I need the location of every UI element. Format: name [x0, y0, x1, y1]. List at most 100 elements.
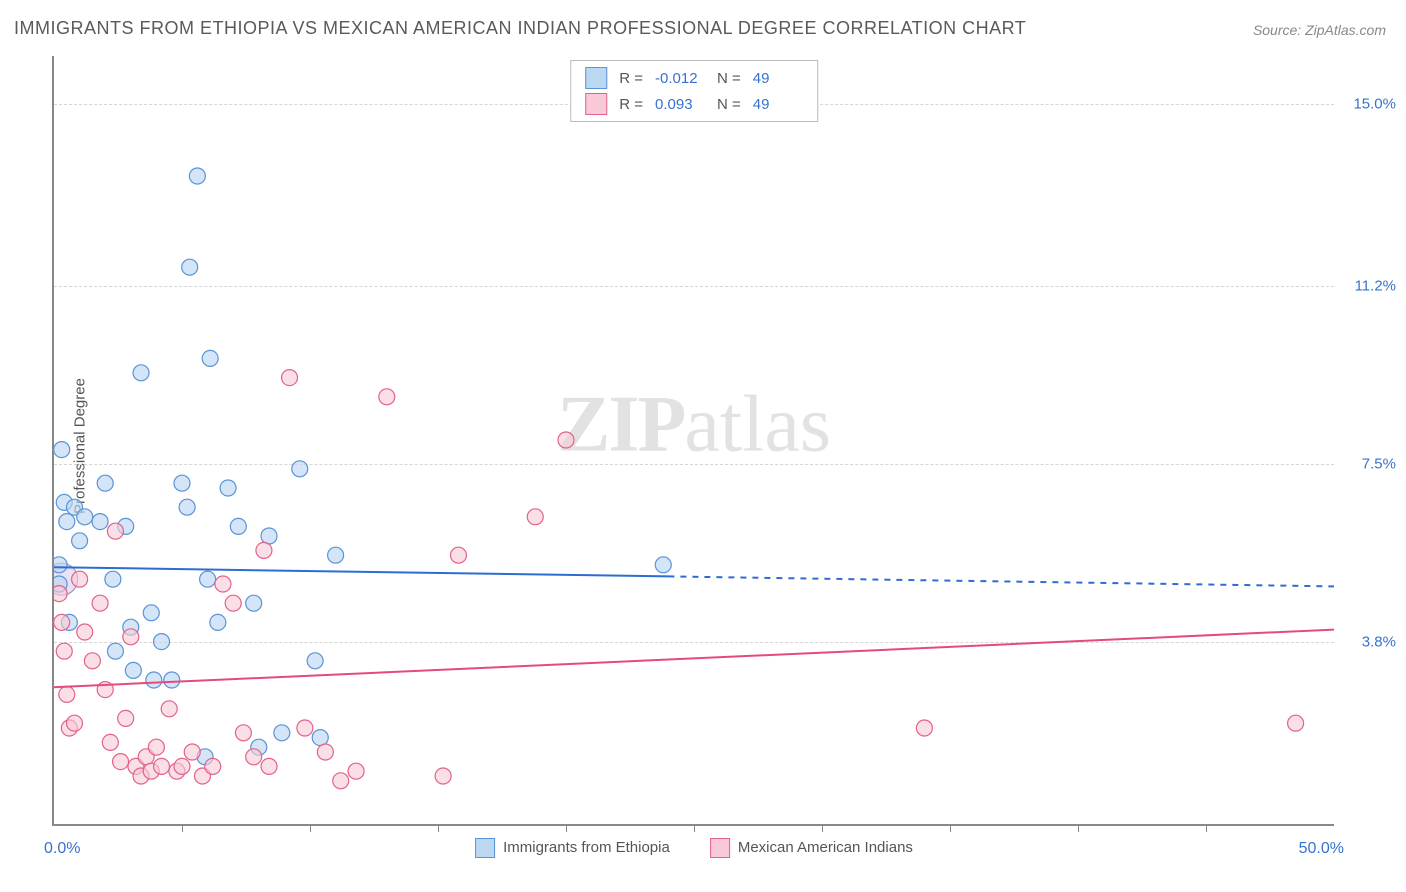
scatter-point — [179, 499, 195, 515]
source-label: Source: — [1253, 22, 1305, 38]
x-tick — [438, 824, 439, 832]
scatter-point — [220, 480, 236, 496]
scatter-point — [274, 725, 290, 741]
y-tick-label: 3.8% — [1362, 633, 1396, 650]
y-tick-label: 15.0% — [1353, 96, 1396, 113]
series-legend-mexican: Mexican American Indians — [710, 838, 913, 858]
legend-r-label: R = — [619, 70, 643, 87]
y-tick-label: 7.5% — [1362, 456, 1396, 473]
x-tick — [1206, 824, 1207, 832]
scatter-point — [235, 725, 251, 741]
trend-line — [54, 567, 668, 576]
scatter-point — [348, 763, 364, 779]
source-attribution: Source: ZipAtlas.com — [1253, 22, 1386, 38]
scatter-point — [312, 730, 328, 746]
scatter-point — [215, 576, 231, 592]
scatter-point — [200, 571, 216, 587]
series-label-mexican: Mexican American Indians — [738, 839, 913, 856]
scatter-point — [210, 614, 226, 630]
legend-n-label: N = — [717, 70, 741, 87]
scatter-point — [333, 773, 349, 789]
scatter-point — [558, 432, 574, 448]
scatter-point — [246, 749, 262, 765]
scatter-point — [189, 168, 205, 184]
x-tick — [694, 824, 695, 832]
series-swatch-mexican — [710, 838, 730, 858]
scatter-point — [107, 523, 123, 539]
scatter-point — [225, 595, 241, 611]
scatter-point — [184, 744, 200, 760]
scatter-point — [379, 389, 395, 405]
legend-swatch-mexican — [585, 93, 607, 115]
scatter-point — [146, 672, 162, 688]
scatter-point — [59, 686, 75, 702]
scatter-point — [164, 672, 180, 688]
y-tick-label: 11.2% — [1355, 278, 1396, 295]
legend-r-value-ethiopia: -0.012 — [655, 70, 705, 87]
scatter-point — [230, 518, 246, 534]
scatter-point — [527, 509, 543, 525]
legend-n-value-ethiopia: 49 — [753, 70, 803, 87]
scatter-point — [307, 653, 323, 669]
legend-n-value-mexican: 49 — [753, 96, 803, 113]
scatter-point — [282, 370, 298, 386]
scatter-point — [54, 614, 70, 630]
scatter-point — [246, 595, 262, 611]
scatter-point — [256, 542, 272, 558]
x-tick — [1078, 824, 1079, 832]
series-legend-ethiopia: Immigrants from Ethiopia — [475, 838, 670, 858]
scatter-point — [105, 571, 121, 587]
scatter-point — [655, 557, 671, 573]
chart-title: IMMIGRANTS FROM ETHIOPIA VS MEXICAN AMER… — [14, 18, 1026, 39]
scatter-point — [292, 461, 308, 477]
scatter-point — [174, 475, 190, 491]
plot-area: ZIPatlas R = -0.012 N = 49 R = 0.093 N =… — [52, 56, 1334, 826]
scatter-point — [56, 643, 72, 659]
scatter-point — [148, 739, 164, 755]
scatter-point — [72, 571, 88, 587]
x-tick — [182, 824, 183, 832]
x-tick — [566, 824, 567, 832]
legend-r-value-mexican: 0.093 — [655, 96, 705, 113]
scatter-point — [205, 758, 221, 774]
scatter-point — [916, 720, 932, 736]
series-label-ethiopia: Immigrants from Ethiopia — [503, 839, 670, 856]
scatter-point — [123, 629, 139, 645]
trend-line — [54, 630, 1334, 688]
x-axis-min-label: 0.0% — [44, 840, 80, 858]
scatter-point — [72, 533, 88, 549]
scatter-point — [154, 634, 170, 650]
scatter-point — [77, 509, 93, 525]
correlation-legend: R = -0.012 N = 49 R = 0.093 N = 49 — [570, 60, 818, 122]
scatter-point — [66, 715, 82, 731]
legend-swatch-ethiopia — [585, 67, 607, 89]
x-tick — [950, 824, 951, 832]
chart-container: IMMIGRANTS FROM ETHIOPIA VS MEXICAN AMER… — [0, 0, 1406, 892]
scatter-point — [202, 350, 218, 366]
x-axis-max-label: 50.0% — [1299, 840, 1344, 858]
scatter-point — [174, 758, 190, 774]
scatter-point — [84, 653, 100, 669]
trend-line — [668, 576, 1334, 586]
scatter-point — [77, 624, 93, 640]
scatter-point — [54, 442, 70, 458]
scatter-point — [154, 758, 170, 774]
legend-n-label-2: N = — [717, 96, 741, 113]
scatter-point — [1288, 715, 1304, 731]
scatter-point — [182, 259, 198, 275]
scatter-point — [261, 758, 277, 774]
scatter-point — [92, 514, 108, 530]
scatter-point — [450, 547, 466, 563]
source-value: ZipAtlas.com — [1305, 22, 1386, 38]
scatter-point — [97, 475, 113, 491]
scatter-point — [161, 701, 177, 717]
scatter-point — [261, 528, 277, 544]
scatter-point — [102, 734, 118, 750]
x-tick — [310, 824, 311, 832]
legend-r-label-2: R = — [619, 96, 643, 113]
series-swatch-ethiopia — [475, 838, 495, 858]
scatter-point — [143, 605, 159, 621]
scatter-point — [328, 547, 344, 563]
scatter-point — [133, 365, 149, 381]
scatter-point — [118, 710, 134, 726]
